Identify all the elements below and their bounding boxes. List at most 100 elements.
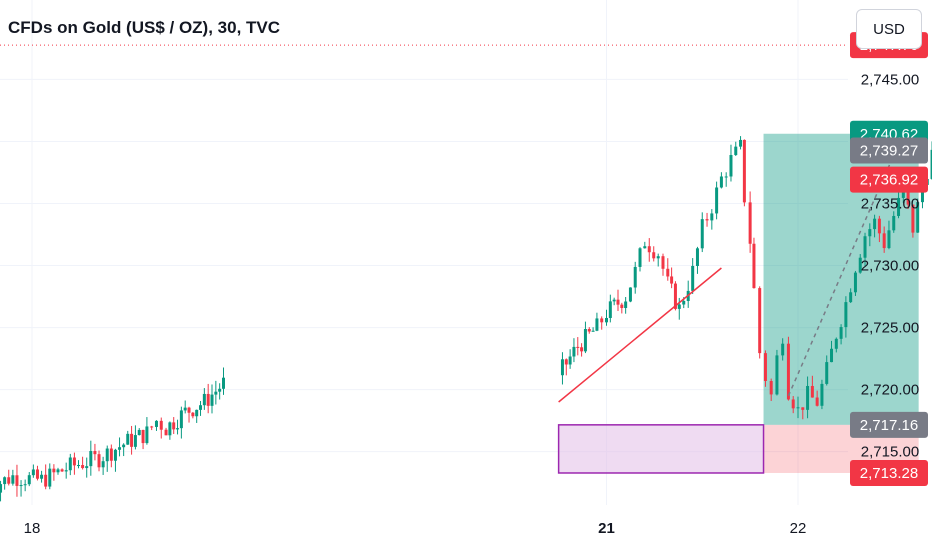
candle-body [647,246,651,253]
candle-body [920,184,924,203]
candle-body [682,300,686,305]
candle-body [887,230,891,249]
candle-body [844,302,848,328]
candle-body [60,469,64,472]
price-tick-label: 2,745.00 [861,71,919,88]
candle-body [11,475,15,484]
candle-body [656,256,660,259]
candle-body [68,457,72,471]
currency-button[interactable]: USD [856,9,922,49]
candle-body [758,288,762,354]
candle-body [724,176,728,178]
candle-body [752,243,756,289]
candle-body [23,484,27,486]
price-tick-label: 2,715.00 [861,444,919,461]
candle-body [628,287,632,302]
candle-body [130,433,134,447]
candle-body [868,229,872,237]
price-tick-label: 2,730.00 [861,258,919,275]
candle-body [825,362,829,384]
candle-body [897,197,901,216]
candle-body [839,327,843,339]
candle-body [877,218,881,234]
candle-body [52,468,56,473]
candle-body [911,204,915,233]
candle-body [27,475,31,485]
candle-body [591,330,595,332]
candle-body [0,484,3,493]
candle-body [137,429,141,436]
price-tag [850,459,928,486]
candle-body [93,451,97,455]
candle-body [202,393,206,406]
candle-body [56,469,60,473]
price-tick-label: 2,720.00 [861,382,919,399]
candle-body [763,353,767,381]
candle-body [853,272,857,293]
candle-body [105,448,109,462]
candle-body [187,407,191,413]
candle-body [849,292,853,303]
candle-body [587,328,591,332]
price-tick-label: 2,735.00 [861,195,919,212]
candle-body [40,474,44,479]
candle-body [916,202,920,233]
candle-body [815,397,819,406]
candle-body [64,470,68,472]
candle-body [695,248,699,266]
candle-body [691,265,695,291]
price-tag-label: 2,739.27 [860,143,918,160]
candle-body [892,215,896,231]
candle-body [97,454,101,468]
candle-body [164,429,168,436]
candle-body [172,422,176,430]
candle-body [595,318,599,331]
candle-body [863,236,867,258]
candle-body [109,448,113,461]
price-tag [850,137,928,164]
candle-body [85,466,89,469]
candle-body [873,218,877,230]
candle-body [72,457,76,466]
candle-body [580,347,584,352]
candle-body [183,407,187,411]
candle-body [15,475,19,486]
candle-body [801,407,805,410]
candle-body [35,469,39,479]
candle-body [633,266,637,288]
candle-body [608,301,612,318]
candle-body [77,465,81,467]
candle-body [791,399,795,409]
candle-body [775,355,779,395]
candle-body [652,252,656,259]
candle-body [126,433,130,445]
candle-body [643,246,647,249]
candle-body [748,202,752,244]
candle-body [576,346,580,348]
candle-body [734,146,738,156]
candle-body [81,465,85,469]
candle-body [638,248,642,267]
candle-body [145,426,149,444]
candle-body [133,435,137,447]
price-axis: 2,745.002,740.002,735.002,730.002,725.00… [850,32,928,486]
candle-body [769,380,773,395]
candle-body [101,461,105,468]
candle-body [154,420,158,427]
candle-body [44,474,48,487]
time-axis: 1821222324 [24,520,807,537]
candle-body [199,405,203,410]
candle-body [834,338,838,349]
candle-body [572,346,576,357]
candle-body [7,477,11,484]
candle-body [214,391,218,395]
candle-body [568,356,572,365]
candle-body [179,410,183,429]
candle-body [48,468,52,487]
chart-title: CFDs on Gold (US$ / OZ), 30, TVC [8,18,281,37]
candle-body [661,256,665,269]
candle-body [218,388,222,392]
price-tag [850,166,928,193]
candle-body [176,428,180,430]
